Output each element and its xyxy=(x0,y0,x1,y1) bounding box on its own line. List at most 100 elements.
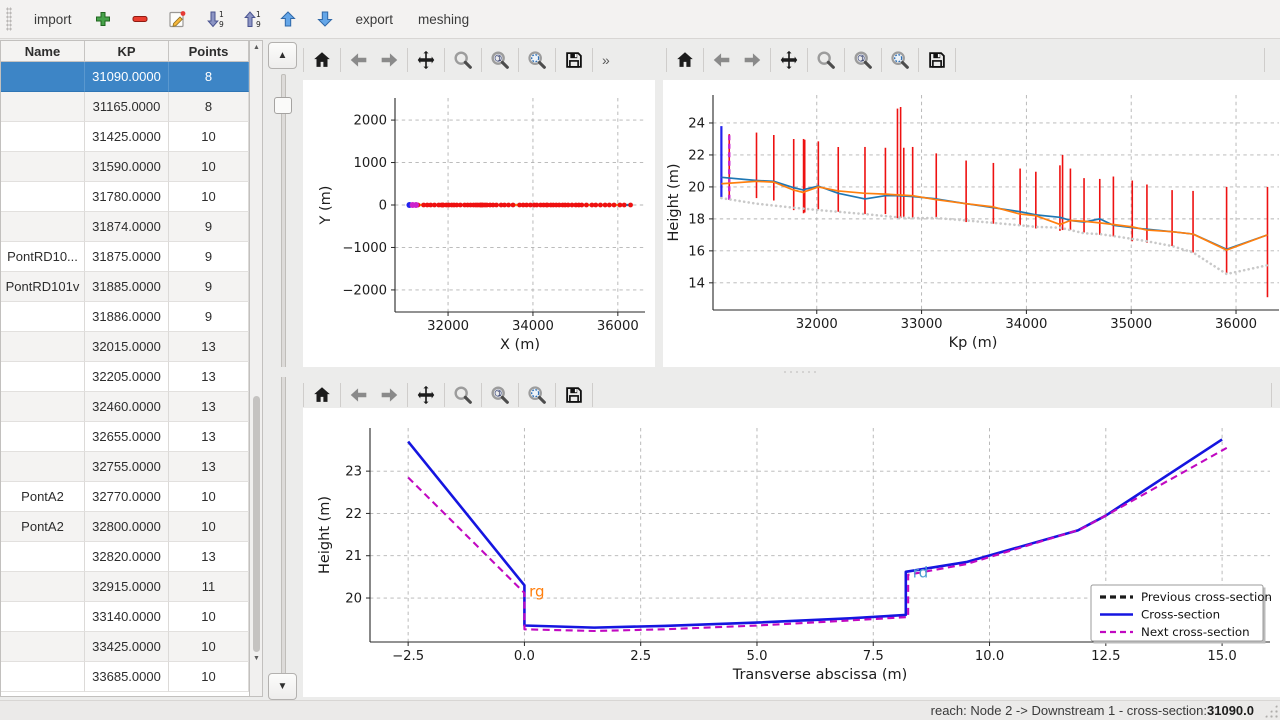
back-button[interactable] xyxy=(344,380,374,410)
table-row[interactable]: 31874.0000 9 xyxy=(1,212,249,242)
forward-button[interactable] xyxy=(737,45,767,75)
slider-down-button[interactable]: ▼ xyxy=(268,673,297,700)
zoom-one-button[interactable]: 1 xyxy=(485,380,515,410)
svg-text:1000: 1000 xyxy=(353,156,387,171)
pan-button[interactable] xyxy=(774,45,804,75)
cross-section-extent-bars xyxy=(728,106,1269,298)
save-button[interactable] xyxy=(922,45,952,75)
move-up-button[interactable] xyxy=(275,6,301,32)
table-row[interactable]: 32205.0000 13 xyxy=(1,362,249,392)
table-row[interactable]: PontA2 32800.0000 10 xyxy=(1,512,249,542)
pan-icon xyxy=(780,50,798,70)
save-button[interactable] xyxy=(559,45,589,75)
sort-asc-icon: 19 xyxy=(243,10,261,29)
forward-button[interactable] xyxy=(374,380,404,410)
home-icon xyxy=(314,52,330,67)
toolbar-separator xyxy=(955,48,956,72)
toolbar-separator xyxy=(444,48,445,72)
table-row[interactable]: 31780.0000 10 xyxy=(1,182,249,212)
import-button[interactable]: import xyxy=(34,11,72,27)
panel-splitter[interactable] xyxy=(264,367,1280,377)
toolbar-drag-handle[interactable] xyxy=(6,7,12,31)
column-header-points[interactable]: Points xyxy=(169,41,249,61)
zoom-one-button[interactable]: 1 xyxy=(848,45,878,75)
forward-icon xyxy=(381,388,398,402)
toolbar-separator xyxy=(340,383,341,407)
zoom-button[interactable] xyxy=(448,45,478,75)
name-cell xyxy=(1,182,85,212)
table-row[interactable]: PontRD101v 31885.0000 9 xyxy=(1,272,249,302)
table-row[interactable]: 31590.0000 10 xyxy=(1,152,249,182)
splitter-handle[interactable] xyxy=(782,371,816,373)
zoom-one-button[interactable]: 1 xyxy=(485,45,515,75)
forward-button[interactable] xyxy=(374,45,404,75)
svg-text:35000: 35000 xyxy=(1110,317,1152,332)
svg-text:36000: 36000 xyxy=(1215,317,1257,332)
table-scrollbar-thumb[interactable] xyxy=(252,396,260,652)
zoom-fit-button[interactable] xyxy=(522,45,552,75)
legend[interactable]: Previous cross-section Cross-section Next … xyxy=(1090,584,1272,644)
table-row[interactable]: PontRD10... 31875.0000 9 xyxy=(1,242,249,272)
table-row[interactable]: 32460.0000 13 xyxy=(1,392,249,422)
edit-button[interactable] xyxy=(164,6,190,32)
back-button[interactable] xyxy=(344,45,374,75)
scroll-down-icon[interactable]: ▼ xyxy=(253,655,260,662)
zoom-fit-button[interactable] xyxy=(522,380,552,410)
zoom-button[interactable] xyxy=(811,45,841,75)
kp-cell: 32770.0000 xyxy=(85,482,169,512)
table-row[interactable]: 32915.0000 11 xyxy=(1,572,249,602)
pan-button[interactable] xyxy=(411,45,441,75)
add-button[interactable] xyxy=(90,6,116,32)
column-header-name[interactable]: Name xyxy=(1,41,85,61)
trajectory-plot-canvas[interactable]: 32000 34000 36000 −2000 −1000 0 1000 2000 X (m) Y… xyxy=(303,80,655,367)
x-axis-label: X (m) xyxy=(500,337,540,353)
table-row[interactable]: 31090.0000 8 xyxy=(1,62,249,92)
points-cell: 10 xyxy=(169,482,249,512)
table-row[interactable]: 33140.0000 10 xyxy=(1,602,249,632)
name-cell xyxy=(1,572,85,602)
table-row[interactable]: 33685.0000 10 xyxy=(1,662,249,692)
name-cell xyxy=(1,542,85,572)
table-row[interactable]: 32655.0000 13 xyxy=(1,422,249,452)
table-row[interactable]: 31425.0000 10 xyxy=(1,122,249,152)
cross-section-plot-canvas[interactable]: −2.5 0.0 2.5 5.0 7.5 10.0 12.5 15.0 20 21 22 23 Tran… xyxy=(303,408,1280,697)
toolbar-separator xyxy=(444,383,445,407)
home-button[interactable] xyxy=(307,45,337,75)
svg-text:1: 1 xyxy=(497,389,502,398)
meshing-button[interactable]: meshing xyxy=(418,11,470,27)
cross-sections-table[interactable]: Name KP Points 31090.0000 8 31165.0000 8 31425.… xyxy=(0,40,250,697)
column-header-kp[interactable]: KP xyxy=(85,41,169,61)
table-row[interactable]: 32755.0000 13 xyxy=(1,452,249,482)
back-button[interactable] xyxy=(707,45,737,75)
toolbar-overflow-button[interactable]: » xyxy=(602,52,610,68)
save-button[interactable] xyxy=(559,380,589,410)
table-row[interactable]: 32015.0000 13 xyxy=(1,332,249,362)
table-row[interactable]: 31886.0000 9 xyxy=(1,302,249,332)
table-row[interactable]: PontA2 32770.0000 10 xyxy=(1,482,249,512)
zoom-fit-button[interactable] xyxy=(885,45,915,75)
export-button[interactable]: export xyxy=(355,11,394,27)
slider-up-button[interactable]: ▲ xyxy=(268,42,297,69)
toolbar-separator xyxy=(340,48,341,72)
zoom-button[interactable] xyxy=(448,380,478,410)
profile-plot-canvas[interactable]: 32000 33000 34000 35000 36000 14 16 18 20 22 24 Kp … xyxy=(663,80,1280,367)
slider-thumb[interactable] xyxy=(274,97,292,114)
y-axis-label: Height (m) xyxy=(666,164,682,242)
points-cell: 9 xyxy=(169,242,249,272)
pan-button[interactable] xyxy=(411,380,441,410)
table-row[interactable]: 33425.0000 10 xyxy=(1,632,249,662)
table-row[interactable]: 32820.0000 13 xyxy=(1,542,249,572)
points-cell: 10 xyxy=(169,122,249,152)
table-scrollbar[interactable]: ▲ ▼ xyxy=(250,40,263,697)
home-button[interactable] xyxy=(307,380,337,410)
pan-icon xyxy=(417,50,435,70)
toolbar-separator xyxy=(481,48,482,72)
svg-text:9: 9 xyxy=(256,20,261,29)
remove-button[interactable] xyxy=(127,6,153,32)
scroll-up-icon[interactable]: ▲ xyxy=(253,44,260,51)
table-row[interactable]: 31165.0000 8 xyxy=(1,92,249,122)
move-down-button[interactable] xyxy=(312,6,338,32)
home-button[interactable] xyxy=(670,45,700,75)
